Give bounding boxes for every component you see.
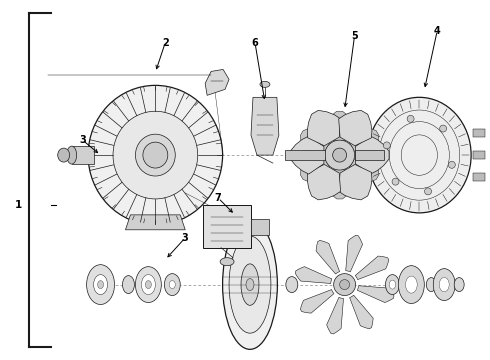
- Polygon shape: [205, 69, 229, 95]
- Ellipse shape: [333, 148, 346, 162]
- Text: 1: 1: [15, 200, 23, 210]
- Ellipse shape: [241, 264, 259, 305]
- FancyBboxPatch shape: [355, 150, 385, 160]
- Polygon shape: [349, 295, 373, 329]
- Polygon shape: [307, 165, 341, 200]
- Polygon shape: [327, 297, 343, 334]
- Polygon shape: [339, 111, 372, 146]
- Polygon shape: [125, 215, 185, 230]
- Text: 6: 6: [251, 37, 258, 48]
- Polygon shape: [355, 256, 389, 280]
- Ellipse shape: [286, 276, 298, 293]
- Ellipse shape: [260, 81, 270, 87]
- Ellipse shape: [392, 178, 399, 185]
- Polygon shape: [349, 157, 379, 183]
- Ellipse shape: [88, 85, 222, 225]
- Ellipse shape: [142, 275, 155, 294]
- Polygon shape: [295, 267, 332, 283]
- Polygon shape: [349, 127, 379, 153]
- Ellipse shape: [58, 148, 70, 162]
- Polygon shape: [355, 136, 389, 174]
- Polygon shape: [290, 136, 324, 174]
- Text: 2: 2: [162, 37, 169, 48]
- Ellipse shape: [246, 279, 254, 291]
- Polygon shape: [346, 235, 363, 272]
- Ellipse shape: [433, 269, 455, 301]
- Ellipse shape: [135, 267, 161, 302]
- Ellipse shape: [67, 146, 76, 164]
- Polygon shape: [300, 157, 330, 183]
- Ellipse shape: [426, 278, 436, 292]
- Ellipse shape: [340, 280, 349, 289]
- Ellipse shape: [448, 161, 455, 168]
- Ellipse shape: [398, 266, 424, 303]
- Polygon shape: [251, 219, 269, 235]
- Polygon shape: [300, 289, 334, 313]
- Ellipse shape: [386, 275, 399, 294]
- FancyBboxPatch shape: [473, 173, 485, 181]
- Text: 7: 7: [215, 193, 221, 203]
- Ellipse shape: [87, 265, 115, 305]
- Ellipse shape: [407, 115, 414, 122]
- Ellipse shape: [229, 236, 271, 333]
- Ellipse shape: [424, 188, 432, 195]
- Text: 3: 3: [79, 135, 86, 145]
- FancyBboxPatch shape: [203, 206, 251, 248]
- Ellipse shape: [368, 97, 471, 213]
- Ellipse shape: [135, 134, 175, 176]
- Ellipse shape: [389, 280, 395, 289]
- Ellipse shape: [94, 275, 107, 294]
- Polygon shape: [307, 111, 341, 146]
- Ellipse shape: [325, 140, 355, 170]
- Polygon shape: [325, 111, 354, 140]
- Text: 5: 5: [351, 31, 358, 41]
- Ellipse shape: [440, 278, 449, 292]
- Ellipse shape: [98, 280, 103, 289]
- Ellipse shape: [164, 274, 180, 296]
- Ellipse shape: [122, 276, 134, 293]
- Ellipse shape: [143, 142, 168, 168]
- Ellipse shape: [406, 276, 417, 293]
- Polygon shape: [357, 286, 394, 302]
- Ellipse shape: [169, 280, 175, 289]
- Polygon shape: [251, 97, 279, 155]
- Ellipse shape: [222, 220, 277, 349]
- Text: 4: 4: [434, 26, 441, 36]
- FancyBboxPatch shape: [473, 151, 485, 159]
- Ellipse shape: [146, 280, 151, 289]
- Ellipse shape: [440, 125, 446, 132]
- FancyBboxPatch shape: [72, 146, 94, 164]
- Ellipse shape: [454, 278, 464, 292]
- Text: 3: 3: [182, 233, 189, 243]
- FancyBboxPatch shape: [285, 150, 325, 160]
- Ellipse shape: [334, 274, 356, 296]
- Polygon shape: [316, 240, 340, 274]
- Polygon shape: [300, 127, 330, 153]
- FancyBboxPatch shape: [473, 129, 485, 137]
- Ellipse shape: [220, 258, 234, 266]
- Ellipse shape: [383, 142, 391, 149]
- Polygon shape: [325, 170, 354, 199]
- Polygon shape: [339, 165, 372, 200]
- Ellipse shape: [113, 111, 197, 199]
